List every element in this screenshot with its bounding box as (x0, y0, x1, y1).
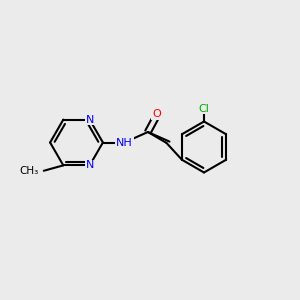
Text: N: N (85, 160, 94, 170)
Text: Cl: Cl (199, 104, 209, 114)
Text: NH: NH (116, 137, 133, 148)
Text: CH₃: CH₃ (19, 166, 38, 176)
Text: N: N (85, 115, 94, 124)
Text: O: O (152, 109, 161, 119)
